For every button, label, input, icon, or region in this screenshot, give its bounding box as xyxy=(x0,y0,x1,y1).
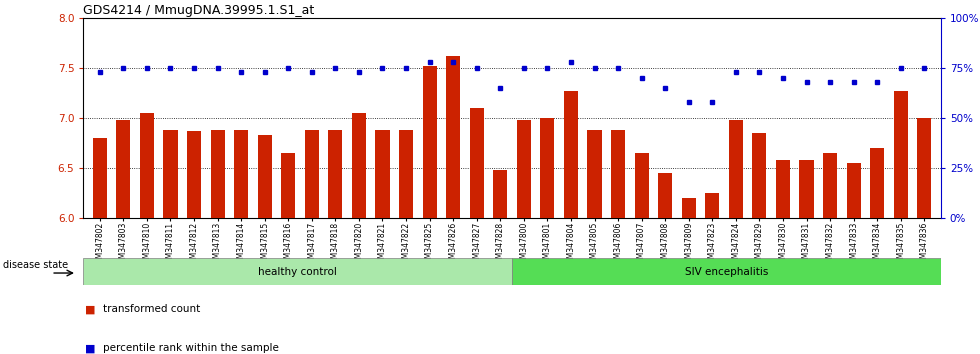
Bar xyxy=(399,130,414,218)
Bar xyxy=(682,198,696,218)
Bar xyxy=(870,148,884,218)
Text: transformed count: transformed count xyxy=(103,304,200,314)
Bar xyxy=(587,130,602,218)
Bar xyxy=(659,173,672,218)
Bar xyxy=(140,113,154,218)
Bar xyxy=(281,153,295,218)
Bar xyxy=(328,130,342,218)
Bar xyxy=(305,130,318,218)
Bar xyxy=(611,130,625,218)
Bar xyxy=(753,133,766,218)
Bar xyxy=(800,160,813,218)
Bar xyxy=(164,130,177,218)
Bar xyxy=(564,91,578,218)
Text: disease state: disease state xyxy=(3,260,68,270)
Bar xyxy=(446,56,461,218)
Bar xyxy=(234,130,248,218)
Text: percentile rank within the sample: percentile rank within the sample xyxy=(103,343,278,353)
Bar xyxy=(776,160,790,218)
Text: SIV encephalitis: SIV encephalitis xyxy=(685,267,768,277)
Bar xyxy=(634,153,649,218)
Bar xyxy=(540,118,555,218)
Text: ■: ■ xyxy=(85,304,96,314)
Bar xyxy=(493,170,508,218)
Bar xyxy=(352,113,366,218)
Bar xyxy=(187,131,201,218)
Bar xyxy=(83,258,512,285)
Text: GDS4214 / MmugDNA.39995.1.S1_at: GDS4214 / MmugDNA.39995.1.S1_at xyxy=(83,4,315,17)
Bar xyxy=(117,120,130,218)
Bar xyxy=(422,66,437,218)
Bar xyxy=(917,118,931,218)
Text: healthy control: healthy control xyxy=(259,267,337,277)
Bar xyxy=(258,135,271,218)
Bar xyxy=(706,193,719,218)
Bar xyxy=(93,138,107,218)
Bar xyxy=(375,130,389,218)
Bar xyxy=(847,163,860,218)
Bar xyxy=(894,91,907,218)
Bar xyxy=(729,120,743,218)
Bar xyxy=(823,153,837,218)
Bar xyxy=(516,120,531,218)
Text: ■: ■ xyxy=(85,343,96,353)
Bar xyxy=(469,108,484,218)
Bar xyxy=(512,258,941,285)
Bar xyxy=(211,130,224,218)
